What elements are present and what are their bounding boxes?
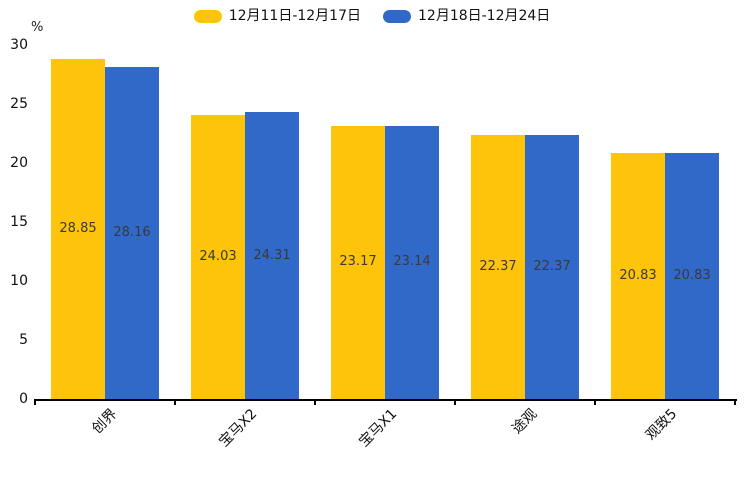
legend-item-week1[interactable]: 12月11日-12月17日 <box>193 7 361 25</box>
bar-week2 <box>385 125 439 399</box>
legend-swatch-yellow <box>193 9 222 23</box>
x-category-label: 途观 <box>509 406 541 438</box>
y-tick-label: 15 <box>10 214 28 230</box>
legend-label-week1: 12月11日-12月17日 <box>228 8 361 24</box>
x-tick <box>174 399 176 405</box>
y-tick-label: 20 <box>10 155 28 171</box>
bar-value-label: 28.85 <box>59 220 97 236</box>
bar-week2 <box>525 135 579 399</box>
bar-value-label: 24.31 <box>253 247 291 263</box>
bar-week1 <box>471 135 525 399</box>
x-tick <box>734 399 736 405</box>
bar-value-label: 28.16 <box>113 224 151 240</box>
x-axis-line <box>34 399 737 401</box>
bar-value-label: 23.14 <box>393 254 431 270</box>
bar-week1 <box>611 153 665 399</box>
bar-week2 <box>105 66 159 399</box>
bar-value-label: 24.03 <box>199 249 237 265</box>
bar-value-label: 23.17 <box>339 254 377 270</box>
x-category-label: 宝马X2 <box>216 406 261 451</box>
legend-label-week2: 12月18日-12月24日 <box>418 8 551 24</box>
legend-swatch-blue <box>383 9 411 23</box>
x-category-label: 宝马X1 <box>356 406 401 451</box>
x-tick <box>454 399 456 405</box>
bar-value-label: 20.83 <box>619 268 657 284</box>
bar-week2 <box>665 153 719 399</box>
x-tick <box>594 399 596 405</box>
legend: 12月11日-12月17日 12月18日-12月24日 <box>0 7 744 25</box>
x-tick <box>314 399 316 405</box>
bar-week1 <box>191 115 245 399</box>
y-tick-label: 0 <box>19 391 28 407</box>
x-tick <box>34 399 36 405</box>
bar-value-label: 22.37 <box>533 259 571 275</box>
bar-week1 <box>51 58 105 399</box>
y-tick-label: 25 <box>10 96 28 112</box>
bar-value-label: 20.83 <box>673 268 711 284</box>
x-category-label: 创界 <box>89 406 121 438</box>
bar-week1 <box>331 125 385 399</box>
bar-value-label: 22.37 <box>479 259 517 275</box>
y-axis-unit-label: % <box>31 20 44 35</box>
bar-week2 <box>245 112 299 399</box>
y-tick-label: 30 <box>10 37 28 53</box>
legend-item-week2[interactable]: 12月18日-12月24日 <box>383 7 550 25</box>
y-tick-label: 10 <box>10 273 28 289</box>
x-category-label: 观致5 <box>642 406 681 444</box>
y-tick-label: 5 <box>19 332 28 348</box>
